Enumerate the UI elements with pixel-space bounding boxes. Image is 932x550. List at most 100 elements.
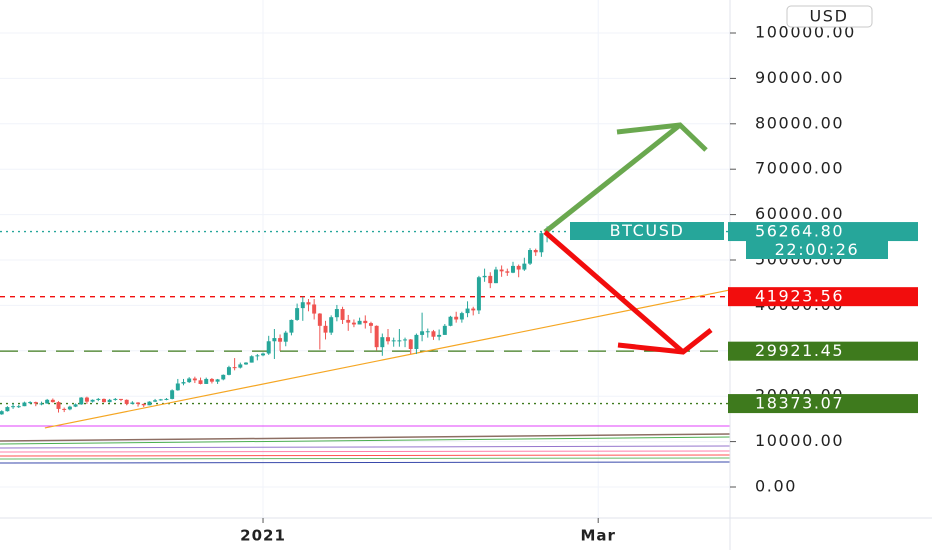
candle-body	[340, 309, 345, 320]
candle-body	[346, 319, 351, 323]
currency-box[interactable]	[786, 5, 873, 28]
price-label-box	[728, 287, 918, 307]
candle-body	[11, 406, 16, 408]
candle-body	[380, 337, 385, 348]
y-axis: 0.0010000.0020000.0030000.0040000.005000…	[240, 23, 854, 545]
candle-body	[136, 402, 141, 404]
candle-body	[539, 233, 544, 253]
candle-body	[249, 356, 254, 363]
grid	[0, 0, 730, 518]
candle-body	[431, 331, 436, 337]
candle-body	[295, 308, 300, 320]
candle-body	[414, 334, 419, 349]
candle-body	[84, 397, 89, 402]
price-label: 29921.45	[755, 341, 844, 360]
candle-body	[67, 406, 72, 410]
price-label-box	[728, 222, 918, 242]
candle-body	[158, 399, 163, 401]
candle-body	[391, 340, 396, 342]
x-tick-label: Mar	[580, 527, 615, 545]
plot	[0, 226, 731, 429]
indicator-line	[0, 454, 731, 457]
up-arrow	[543, 123, 682, 234]
candle-body	[363, 320, 368, 324]
candle-body	[22, 402, 27, 407]
price-label: 41923.56	[755, 287, 844, 306]
candle-body	[181, 382, 186, 384]
candle-body	[28, 402, 33, 404]
candle-body	[505, 271, 510, 273]
candle-body	[317, 313, 322, 326]
candle-body	[334, 309, 339, 318]
candle-body	[437, 334, 442, 337]
price-label-box	[728, 341, 918, 361]
x-tick-label: 2021	[240, 527, 286, 545]
candle-body	[516, 265, 521, 270]
arrows	[543, 122, 713, 355]
candle-body	[45, 399, 50, 404]
candle-body	[124, 399, 129, 404]
candle-body	[528, 250, 533, 264]
y-tick-label: 80000.00	[755, 113, 844, 132]
candle-body	[33, 402, 38, 404]
candle-body	[351, 322, 356, 325]
indicator-line	[0, 436, 731, 445]
indicator-lines	[0, 425, 731, 464]
candle-body	[272, 338, 277, 342]
candle-body	[323, 325, 328, 333]
candle-body	[408, 339, 413, 349]
candle-body	[476, 277, 481, 311]
candle-body	[187, 378, 192, 383]
candle-body	[209, 378, 214, 382]
candle-body	[226, 367, 231, 375]
candle-body	[50, 399, 55, 403]
y-tick-label: 10000.00	[755, 431, 844, 450]
candle-body	[16, 406, 21, 408]
candle-body	[454, 316, 459, 320]
currency[interactable]: USD	[810, 7, 849, 26]
indicator-line	[0, 461, 731, 464]
candle-body	[73, 404, 78, 407]
candle-body	[198, 380, 203, 384]
candle-body	[147, 401, 152, 406]
countdown: 22:00:26	[775, 240, 860, 259]
y-tick-label: 90000.00	[755, 68, 844, 87]
candle-body	[153, 400, 158, 402]
candle-body	[215, 379, 220, 382]
price-labels: 56264.80 41923.56 29921.45 18373.07	[728, 222, 918, 414]
y-tick-label: 0.00	[755, 476, 797, 495]
indicator-line	[0, 450, 731, 453]
candle-body	[448, 316, 453, 326]
candle-body	[164, 398, 169, 400]
candle-body	[482, 275, 487, 278]
candle-body	[204, 378, 209, 384]
candle-body	[130, 402, 135, 404]
candle-body	[141, 403, 146, 406]
candle-body	[386, 337, 390, 342]
candle-body	[465, 308, 470, 314]
candle-body	[119, 398, 123, 400]
candle-body	[459, 313, 464, 320]
candle-body	[403, 339, 408, 341]
candle-body	[243, 362, 248, 365]
candle-body	[232, 367, 237, 369]
candle-body	[39, 403, 44, 405]
candle-body	[101, 398, 106, 403]
candle-body	[471, 308, 476, 311]
candle-body	[266, 341, 271, 354]
down-arrow	[543, 230, 685, 354]
candle-body	[289, 319, 294, 333]
candle-body	[221, 374, 226, 380]
indicator-line	[0, 445, 731, 449]
candle-body	[192, 378, 197, 381]
y-tick-label: 60000.00	[755, 204, 844, 223]
down-arrow-head	[617, 328, 713, 355]
symbol-label: BTCUSD	[610, 221, 685, 240]
candle-body	[300, 302, 305, 309]
candle-body	[170, 390, 175, 399]
candle-body	[278, 338, 283, 342]
candle-body	[425, 331, 430, 333]
candle-body	[329, 317, 334, 333]
indicator-line	[0, 457, 731, 460]
